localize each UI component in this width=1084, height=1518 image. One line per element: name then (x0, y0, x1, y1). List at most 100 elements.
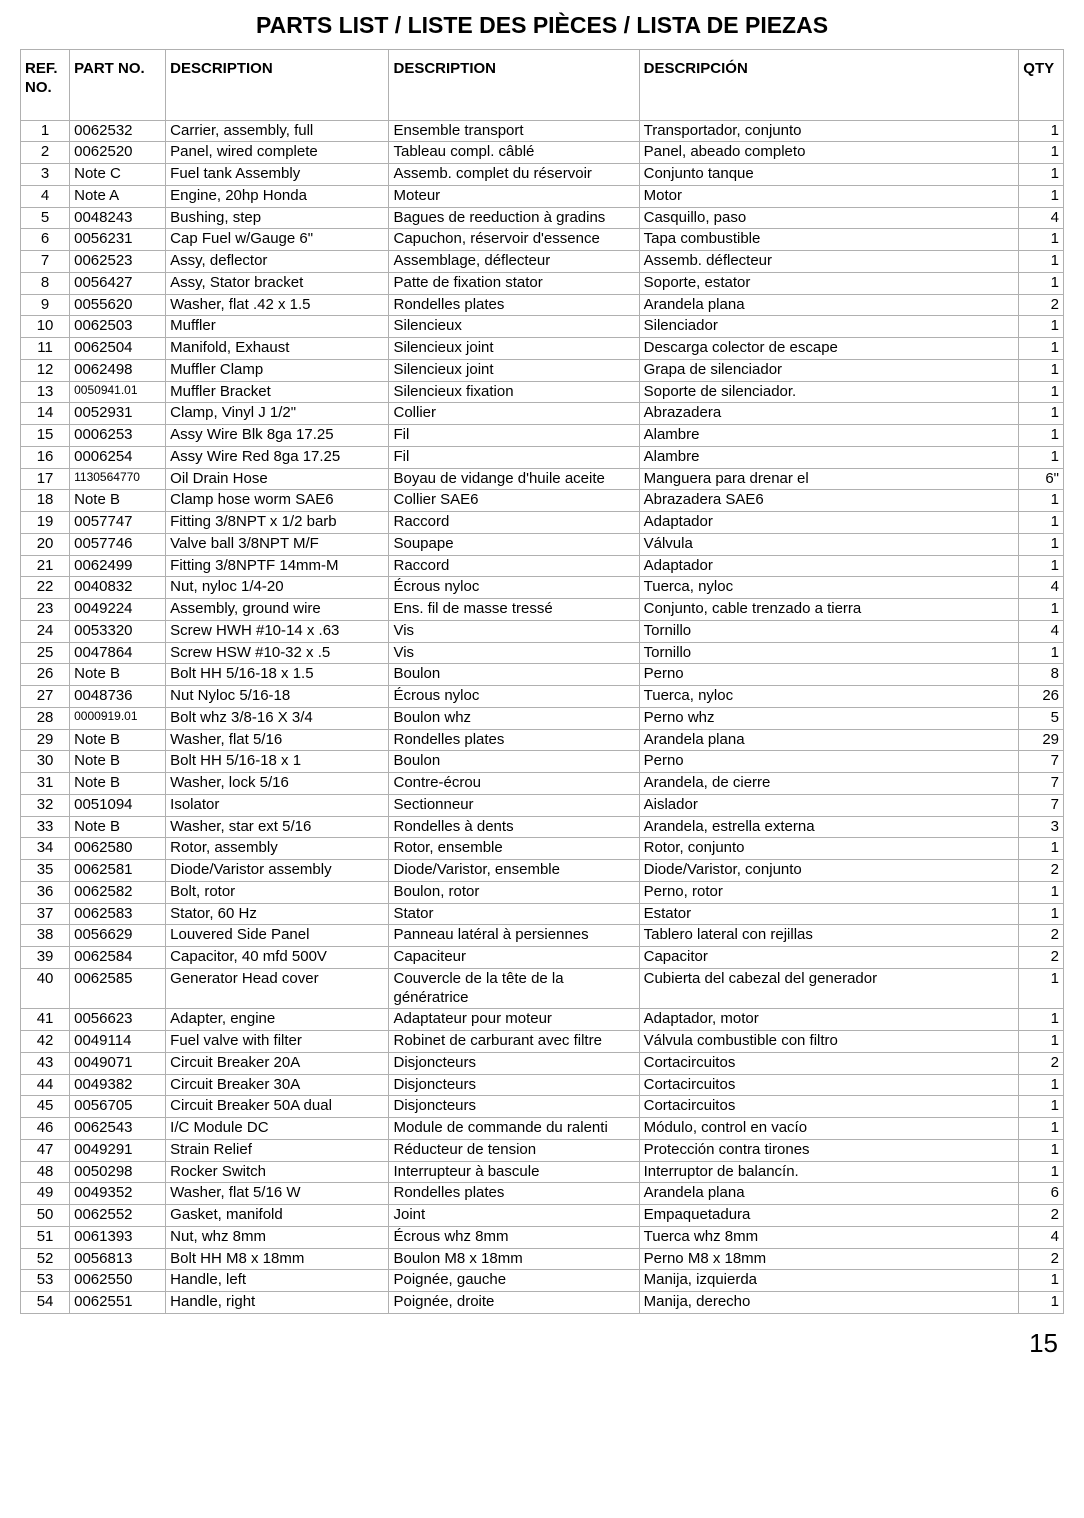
desc-es-cell: Arandela plana (639, 1183, 1019, 1205)
desc-en-cell: Cap Fuel w/Gauge 6" (166, 229, 389, 251)
qty-cell: 1 (1019, 881, 1064, 903)
desc-fr-cell: Panneau latéral à persiennes (389, 925, 639, 947)
ref-cell: 39 (21, 947, 70, 969)
ref-cell: 7 (21, 251, 70, 273)
part-cell: 0056813 (70, 1248, 166, 1270)
qty-cell: 8 (1019, 664, 1064, 686)
desc-fr-cell: Réducteur de tension (389, 1139, 639, 1161)
desc-fr-cell: Tableau compl. câblé (389, 142, 639, 164)
qty-cell: 26 (1019, 686, 1064, 708)
part-cell: 0000919.01 (70, 707, 166, 729)
part-cell: 0062581 (70, 860, 166, 882)
desc-fr-cell: Disjoncteurs (389, 1074, 639, 1096)
desc-en-cell: Circuit Breaker 30A (166, 1074, 389, 1096)
desc-en-cell: Diode/Varistor assembly (166, 860, 389, 882)
desc-fr-cell: Capaciteur (389, 947, 639, 969)
ref-cell: 31 (21, 773, 70, 795)
part-cell: 0062523 (70, 251, 166, 273)
desc-es-cell: Casquillo, paso (639, 207, 1019, 229)
part-cell: 0061393 (70, 1226, 166, 1248)
desc-es-cell: Cortacircuitos (639, 1052, 1019, 1074)
qty-cell: 1 (1019, 359, 1064, 381)
table-row: 270048736Nut Nyloc 5/16-18Écrous nylocTu… (21, 686, 1064, 708)
qty-cell: 1 (1019, 533, 1064, 555)
desc-fr-cell: Vis (389, 620, 639, 642)
ref-cell: 51 (21, 1226, 70, 1248)
col-ref: REF. NO. (21, 50, 70, 121)
desc-fr-cell: Boulon M8 x 18mm (389, 1248, 639, 1270)
table-row: 490049352Washer, flat 5/16 WRondelles pl… (21, 1183, 1064, 1205)
desc-en-cell: Engine, 20hp Honda (166, 185, 389, 207)
desc-en-cell: Washer, flat .42 x 1.5 (166, 294, 389, 316)
part-cell: 0062499 (70, 555, 166, 577)
part-cell: 0050298 (70, 1161, 166, 1183)
ref-cell: 36 (21, 881, 70, 903)
table-row: 31Note BWasher, lock 5/16Contre-écrouAra… (21, 773, 1064, 795)
desc-es-cell: Diode/Varistor, conjunto (639, 860, 1019, 882)
desc-es-cell: Alambre (639, 425, 1019, 447)
desc-es-cell: Adaptador, motor (639, 1009, 1019, 1031)
desc-es-cell: Cubierta del cabezal del generador (639, 968, 1019, 1009)
part-cell: 0062543 (70, 1118, 166, 1140)
part-cell: 1130564770 (70, 468, 166, 490)
qty-cell: 1 (1019, 185, 1064, 207)
desc-fr-cell: Sectionneur (389, 794, 639, 816)
table-row: 29Note BWasher, flat 5/16Rondelles plate… (21, 729, 1064, 751)
table-row: 30Note BBolt HH 5/16-18 x 1BoulonPerno7 (21, 751, 1064, 773)
table-row: 340062580Rotor, assemblyRotor, ensembleR… (21, 838, 1064, 860)
desc-fr-cell: Patte de fixation stator (389, 272, 639, 294)
qty-cell: 1 (1019, 1118, 1064, 1140)
desc-es-cell: Transportador, conjunto (639, 120, 1019, 142)
desc-en-cell: Strain Relief (166, 1139, 389, 1161)
desc-fr-cell: Boulon (389, 751, 639, 773)
desc-es-cell: Alambre (639, 446, 1019, 468)
desc-fr-cell: Raccord (389, 512, 639, 534)
desc-es-cell: Válvula combustible con filtro (639, 1031, 1019, 1053)
ref-cell: 5 (21, 207, 70, 229)
desc-en-cell: Louvered Side Panel (166, 925, 389, 947)
desc-es-cell: Grapa de silenciador (639, 359, 1019, 381)
table-row: 100062503MufflerSilencieuxSilenciador1 (21, 316, 1064, 338)
desc-fr-cell: Silencieux joint (389, 338, 639, 360)
table-row: 60056231Cap Fuel w/Gauge 6"Capuchon, rés… (21, 229, 1064, 251)
table-row: 20062520Panel, wired completeTableau com… (21, 142, 1064, 164)
ref-cell: 45 (21, 1096, 70, 1118)
desc-es-cell: Empaquetadura (639, 1205, 1019, 1227)
part-cell: 0050941.01 (70, 381, 166, 403)
desc-fr-cell: Boulon whz (389, 707, 639, 729)
table-body: 10062532Carrier, assembly, fullEnsemble … (21, 120, 1064, 1313)
table-row: 18Note BClamp hose worm SAE6Collier SAE6… (21, 490, 1064, 512)
table-row: 360062582Bolt, rotorBoulon, rotorPerno, … (21, 881, 1064, 903)
desc-fr-cell: Ens. fil de masse tressé (389, 599, 639, 621)
table-row: 220040832Nut, nyloc 1/4-20Écrous nylocTu… (21, 577, 1064, 599)
desc-fr-cell: Disjoncteurs (389, 1096, 639, 1118)
table-row: 130050941.01Muffler BracketSilencieux fi… (21, 381, 1064, 403)
desc-fr-cell: Rondelles plates (389, 294, 639, 316)
desc-es-cell: Adaptador (639, 555, 1019, 577)
desc-en-cell: Bolt HH 5/16-18 x 1 (166, 751, 389, 773)
ref-cell: 15 (21, 425, 70, 447)
ref-cell: 16 (21, 446, 70, 468)
desc-fr-cell: Boulon, rotor (389, 881, 639, 903)
ref-cell: 38 (21, 925, 70, 947)
desc-en-cell: Stator, 60 Hz (166, 903, 389, 925)
desc-en-cell: Rocker Switch (166, 1161, 389, 1183)
qty-cell: 1 (1019, 1031, 1064, 1053)
table-row: 370062583Stator, 60 HzStatorEstator1 (21, 903, 1064, 925)
qty-cell: 1 (1019, 512, 1064, 534)
ref-cell: 42 (21, 1031, 70, 1053)
ref-cell: 28 (21, 707, 70, 729)
desc-fr-cell: Rotor, ensemble (389, 838, 639, 860)
desc-fr-cell: Adaptateur pour moteur (389, 1009, 639, 1031)
desc-es-cell: Perno (639, 751, 1019, 773)
desc-en-cell: Clamp, Vinyl J 1/2" (166, 403, 389, 425)
desc-es-cell: Tornillo (639, 642, 1019, 664)
part-cell: Note C (70, 164, 166, 186)
ref-cell: 25 (21, 642, 70, 664)
table-row: 26Note BBolt HH 5/16-18 x 1.5BoulonPerno… (21, 664, 1064, 686)
desc-fr-cell: Écrous whz 8mm (389, 1226, 639, 1248)
table-row: 33Note BWasher, star ext 5/16Rondelles à… (21, 816, 1064, 838)
desc-es-cell: Motor (639, 185, 1019, 207)
qty-cell: 1 (1019, 1096, 1064, 1118)
qty-cell: 2 (1019, 925, 1064, 947)
